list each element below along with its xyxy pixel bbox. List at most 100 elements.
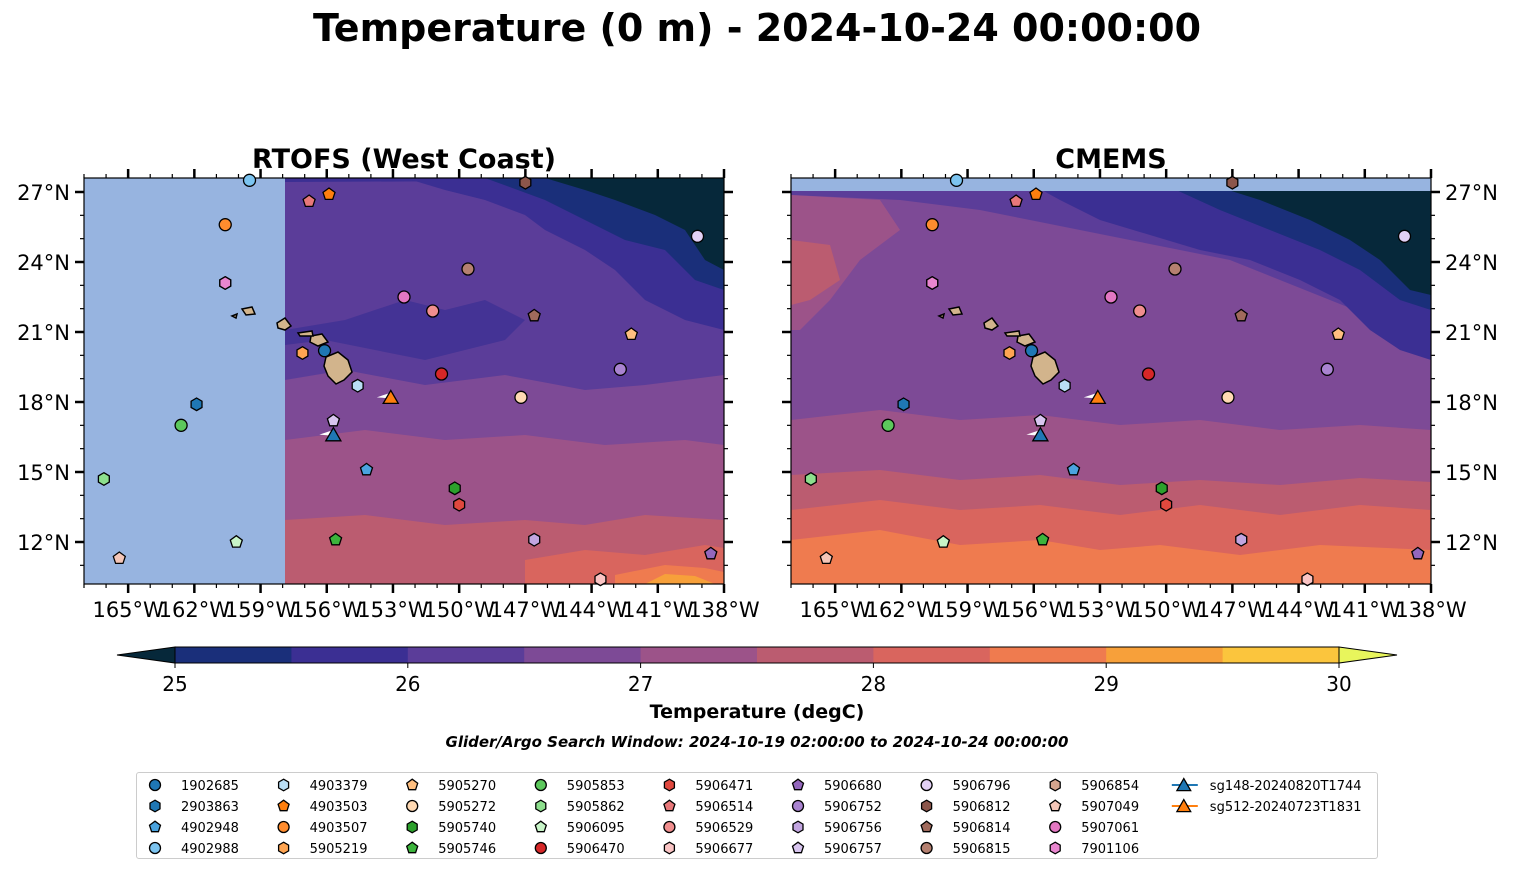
legend-label: 5905219: [310, 842, 368, 857]
legend-entry-5906814: 5906814: [920, 820, 1011, 836]
platform-marker-5906757: [1033, 413, 1048, 427]
platform-marker-5906757: [326, 413, 341, 427]
legend-label: 5906529: [695, 821, 753, 836]
legend-marker: [1049, 841, 1061, 855]
platform-marker-5905853: [174, 418, 188, 432]
legend-label: 4902948: [181, 821, 239, 836]
glider-track: [1083, 393, 1096, 399]
platform-marker-5907049: [819, 551, 834, 565]
lon-tick-label: 138°W: [1395, 598, 1467, 622]
legend-marker: [1175, 777, 1192, 792]
colorbar-tick-label: 30: [1326, 672, 1351, 696]
platform-marker-5906471: [1160, 497, 1173, 512]
lon-tick-label: 162°W: [866, 598, 938, 622]
lat-tick-label: 12°N: [17, 531, 70, 555]
legend-marker: [791, 799, 805, 813]
legend-label: sg148-20240820T1744: [1210, 779, 1362, 794]
legend-entry-5905270: 5905270: [405, 778, 496, 794]
lon-tick-label: 162°W: [159, 598, 231, 622]
legend-label: 5906470: [567, 842, 625, 857]
hawaii-islands: [230, 306, 353, 385]
lon-tick-label: 144°W: [556, 598, 628, 622]
legend-entry-sg512-20240723T1831: sg512-20240723T1831: [1171, 798, 1362, 815]
legend-label: 5907049: [1081, 800, 1139, 815]
platform-marker-5905746: [1035, 532, 1050, 546]
colorbar: 25 26 27 28 29 30: [116, 646, 1398, 696]
legend-label: 7901106: [1081, 842, 1139, 857]
lon-tick-label: 153°W: [357, 598, 429, 622]
legend-entry-7901106: 7901106: [1049, 841, 1139, 857]
legend-marker: [149, 799, 161, 813]
colorbar-band: [175, 647, 292, 663]
rtofs-panel: RTOFS (West Coast): [17, 144, 760, 622]
platform-marker-4903503: [322, 187, 336, 201]
platform-marker-5906514: [1009, 194, 1023, 208]
legend-label: 4903507: [310, 821, 368, 836]
legend-marker: [920, 841, 933, 855]
platform-marker-5906752: [1320, 362, 1334, 376]
colorbar-band: [407, 647, 525, 663]
legend-marker: [534, 841, 547, 855]
platform-marker-5906470: [434, 367, 449, 381]
platform-marker-5905746: [328, 532, 343, 546]
legend-entry-4903503: 4903503: [277, 799, 368, 815]
legend-marker: [920, 820, 933, 833]
legend-entry-5906514: 5906514: [663, 799, 753, 815]
legend-entry-2903863: 2903863: [149, 799, 239, 815]
legend-marker: [1049, 820, 1062, 834]
platform-marker-1902685: [317, 344, 332, 358]
lat-tick-label: 21°N: [1445, 321, 1498, 345]
legend-label: 5905862: [567, 800, 625, 815]
colorbar-outline: [174, 646, 1340, 664]
legend-label: 5906756: [824, 821, 882, 836]
legend-label: 5905746: [438, 842, 496, 857]
legend-marker: [663, 820, 676, 834]
rtofs-temperature-field: [84, 178, 724, 584]
platform-marker-5905270: [624, 327, 639, 341]
platform-marker-5906529: [426, 304, 440, 318]
legend-marker: [406, 799, 419, 813]
lat-tick-label: 27°N: [17, 181, 70, 205]
legend-marker: [534, 820, 548, 833]
legend-entry-5907061: 5907061: [1049, 820, 1139, 836]
lon-tick-label: 141°W: [1329, 598, 1401, 622]
platform-marker-5906680: [704, 546, 718, 560]
platform-marker-5906812: [1226, 175, 1239, 190]
colorbar-band: [1106, 647, 1224, 663]
figure-title: Temperature (0 m) - 2024-10-24 00:00:00: [312, 6, 1202, 50]
hawaii-islands: [937, 306, 1060, 385]
legend-label: 5905853: [567, 779, 625, 794]
legend-marker: [920, 799, 933, 813]
cmems-temperature-field: [791, 178, 1431, 584]
platform-marker-5907061: [397, 290, 411, 304]
lat-tick-label: 27°N: [1445, 181, 1498, 205]
legend-entry-5906529: 5906529: [663, 820, 753, 836]
legend-label: 5906677: [695, 842, 753, 857]
legend-label: 5906752: [824, 800, 882, 815]
lon-tick-label: 165°W: [92, 598, 164, 622]
platform-marker-4902988: [949, 173, 964, 187]
platform-marker-5905272: [1221, 390, 1235, 404]
panel-title-rtofs: RTOFS (West Coast): [252, 144, 556, 175]
colorbar-ticks: 25 26 27 28 29 30: [162, 663, 1352, 696]
legend-entry-5905740: 5905740: [406, 820, 496, 836]
platform-marker-5906796: [690, 229, 705, 243]
platform-marker-4903507: [925, 218, 939, 232]
lon-tick-label: 159°W: [932, 598, 1004, 622]
legend-marker: [405, 841, 419, 854]
platform-marker-2903863: [190, 397, 203, 412]
platform-marker-5906514: [302, 194, 316, 208]
platform-marker-5906756: [528, 532, 541, 547]
platform-marker-5906814: [1234, 308, 1248, 322]
lat-tick-label: 24°N: [1445, 251, 1498, 275]
legend-entry-5906677: 5906677: [663, 841, 753, 857]
lon-tick-label: 147°W: [490, 598, 562, 622]
legend-entry-1902685: 1902685: [148, 778, 239, 794]
legend-label: 5906796: [953, 779, 1011, 794]
lon-tick-label: 156°W: [291, 598, 363, 622]
legend-marker: [663, 841, 676, 855]
colorbar-band: [524, 647, 642, 663]
platform-marker-5906756: [1235, 532, 1248, 547]
platform-marker-5906815: [1168, 262, 1182, 276]
